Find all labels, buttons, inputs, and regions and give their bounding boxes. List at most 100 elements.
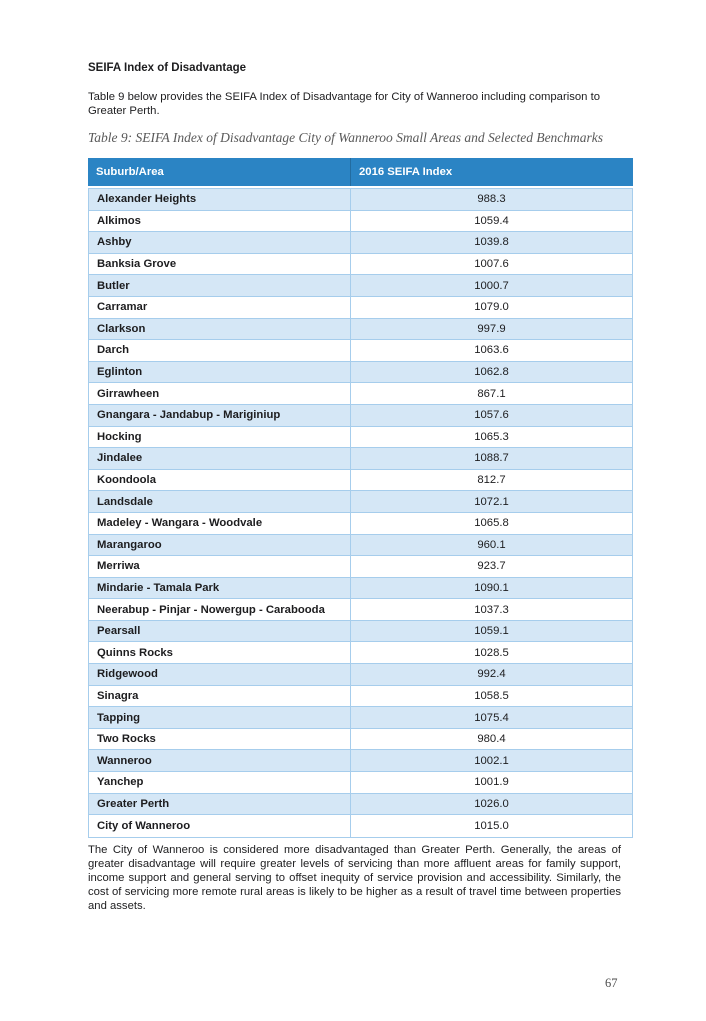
seifa-value-cell: 1057.6 [350,404,632,426]
column-header-suburb: Suburb/Area [96,166,164,178]
table-row: Darch 1063.6 [89,340,632,362]
seifa-value-cell: 1007.6 [350,253,632,275]
seifa-value-cell: 1072.1 [350,491,632,512]
suburb-cell: Banksia Grove [97,258,177,271]
table-caption: Table 9: SEIFA Index of Disadvantage Cit… [88,130,604,145]
table-row: Neerabup - Pinjar - Nowergup - Carabooda… [89,599,632,621]
suburb-cell: Quinns Rocks [97,646,173,659]
table-row: Ashby 1039.8 [89,232,632,254]
suburb-cell: City of Wanneroo [97,820,191,833]
table-row: Hocking 1065.3 [89,426,632,449]
seifa-value-cell: 1065.8 [350,512,632,534]
table-row: Wanneroo 1002.1 [89,750,632,773]
seifa-value-cell: 1090.1 [350,577,632,599]
seifa-value-cell: 992.4 [350,664,632,685]
seifa-value-cell: 867.1 [350,383,632,404]
seifa-value-cell: 1028.5 [350,642,632,664]
table-row: Marangaroo 960.1 [89,534,632,557]
analysis-paragraph: The City of Wanneroo is considered more … [88,844,621,912]
seifa-value-cell: 1039.8 [350,232,632,253]
table-row: Two Rocks 980.4 [89,728,632,751]
suburb-cell: Girrawheen [97,387,160,400]
seifa-value-cell: 1058.5 [350,685,632,707]
seifa-value-cell: 1062.8 [350,361,632,383]
table-header-row: Suburb/Area 2016 SEIFA Index [88,158,633,186]
seifa-value-cell: 988.3 [350,189,632,210]
suburb-cell: Two Rocks [97,733,156,746]
suburb-cell: Gnangara - Jandabup - Mariginiup [97,409,281,422]
seifa-value-cell: 1015.0 [350,815,632,837]
table-row: Koondoola 812.7 [89,469,632,492]
seifa-value-cell: 923.7 [350,556,632,577]
table-row: Yanchep 1001.9 [89,772,632,794]
seifa-value-cell: 1063.6 [350,340,632,361]
seifa-value-cell: 1000.7 [350,275,632,296]
suburb-cell: Eglinton [97,366,143,379]
seifa-value-cell: 1059.1 [350,620,632,642]
table-row: Mindarie - Tamala Park 1090.1 [89,577,632,600]
table-row: Ridgewood 992.4 [89,664,632,686]
seifa-value-cell: 997.9 [350,318,632,340]
suburb-cell: Darch [97,344,130,357]
suburb-cell: Yanchep [97,776,144,789]
suburb-cell: Koondoola [97,474,156,487]
table-row: Carramar 1079.0 [89,296,632,319]
suburb-cell: Jindalee [97,452,143,465]
seifa-value-cell: 1059.4 [350,210,632,232]
table-row: Pearsall 1059.1 [89,620,632,643]
suburb-cell: Landsdale [97,495,153,508]
seifa-value-cell: 980.4 [350,728,632,750]
table-row: Greater Perth 1026.0 [89,793,632,816]
suburb-cell: Marangaroo [97,538,162,551]
suburb-cell: Carramar [97,301,148,314]
suburb-cell: Ashby [97,236,132,249]
suburb-cell: Alexander Heights [97,193,197,206]
suburb-cell: Pearsall [97,625,141,638]
seifa-value-cell: 1037.3 [350,599,632,620]
section-heading: SEIFA Index of Disadvantage [88,62,247,74]
seifa-value-cell: 1001.9 [350,772,632,793]
suburb-cell: Alkimos [97,214,141,227]
suburb-cell: Butler [97,279,130,292]
page-number: 67 [605,976,618,990]
column-header-seifa-index: 2016 SEIFA Index [350,158,633,186]
suburb-cell: Wanneroo [97,754,152,767]
table-row: Eglinton 1062.8 [89,361,632,384]
table-row: Merriwa 923.7 [89,556,632,578]
table-row: Clarkson 997.9 [89,318,632,341]
suburb-cell: Clarkson [97,322,146,335]
suburb-cell: Neerabup - Pinjar - Nowergup - Carabooda [97,603,325,616]
table-row: Banksia Grove 1007.6 [89,253,632,276]
table-row: City of Wanneroo 1015.0 [89,815,632,837]
suburb-cell: Mindarie - Tamala Park [97,581,220,594]
suburb-cell: Sinagra [97,689,139,702]
table-row: Tapping 1075.4 [89,707,632,729]
seifa-value-cell: 1075.4 [350,707,632,728]
seifa-value-cell: 1065.3 [350,426,632,448]
seifa-value-cell: 1026.0 [350,793,632,815]
table-row: Madeley - Wangara - Woodvale 1065.8 [89,512,632,535]
table-row: Gnangara - Jandabup - Mariginiup 1057.6 [89,404,632,427]
table-row: Alkimos 1059.4 [89,210,632,233]
seifa-value-cell: 1088.7 [350,448,632,469]
intro-paragraph: Table 9 below provides the SEIFA Index o… [88,91,600,117]
table-row: Alexander Heights 988.3 [89,189,632,211]
seifa-index-table: Suburb/Area 2016 SEIFA Index Alexander H… [88,158,633,838]
seifa-value-cell: 1079.0 [350,296,632,318]
table-row: Sinagra 1058.5 [89,685,632,708]
suburb-cell: Ridgewood [97,668,158,681]
suburb-cell: Tapping [97,711,141,724]
table-row: Butler 1000.7 [89,275,632,297]
table-row: Girrawheen 867.1 [89,383,632,405]
seifa-value-cell: 812.7 [350,469,632,491]
seifa-value-cell: 1002.1 [350,750,632,772]
suburb-cell: Merriwa [97,560,140,573]
suburb-cell: Madeley - Wangara - Woodvale [97,517,263,530]
table-row: Landsdale 1072.1 [89,491,632,513]
table-row: Quinns Rocks 1028.5 [89,642,632,665]
seifa-value-cell: 960.1 [350,534,632,556]
table-body: Alexander Heights 988.3 Alkimos 1059.4 Ashby… [88,188,633,838]
table-row: Jindalee 1088.7 [89,448,632,470]
suburb-cell: Hocking [97,430,142,443]
